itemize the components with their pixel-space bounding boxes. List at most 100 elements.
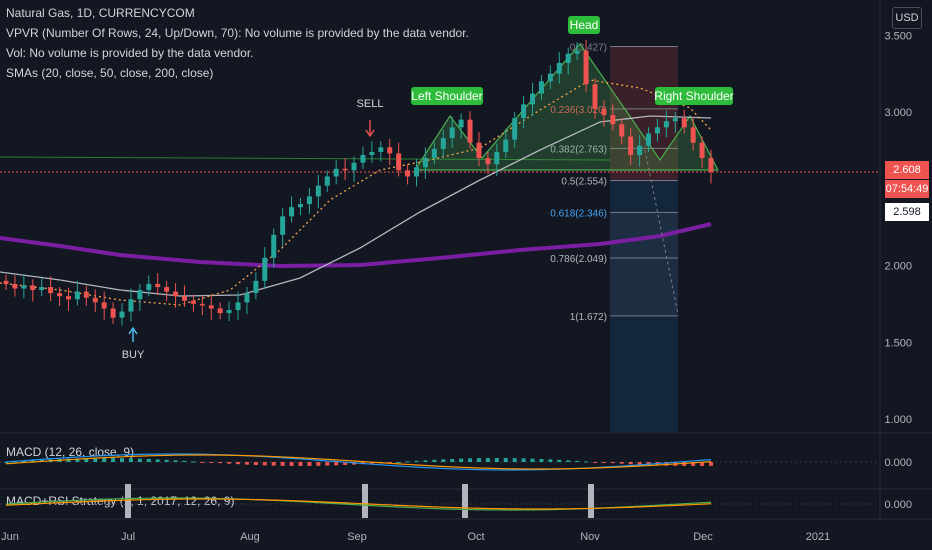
fib-label: 1(1.672) xyxy=(570,312,607,323)
candle-body xyxy=(485,158,491,165)
y-tick-label: 2.000 xyxy=(884,261,912,273)
candle-body xyxy=(699,142,705,159)
macd-histogram-bar xyxy=(700,462,705,466)
macd-histogram-bar xyxy=(530,458,535,462)
candle-body xyxy=(601,108,607,116)
candle-body xyxy=(324,176,330,186)
candle-body xyxy=(708,158,714,172)
macd-histogram-bar xyxy=(369,462,374,464)
candle-body xyxy=(494,151,500,165)
macd-histogram-bar xyxy=(307,462,312,466)
candle-body xyxy=(12,283,18,289)
candle-body xyxy=(637,145,643,155)
macd-histogram-bar xyxy=(164,459,169,462)
macd-histogram-bar xyxy=(619,462,624,464)
candle-body xyxy=(226,310,232,314)
candle-body xyxy=(199,303,205,306)
macd-histogram-bar xyxy=(253,462,258,466)
macd-histogram-bar xyxy=(325,462,330,466)
volume-legend[interactable]: Vol: No volume is provided by the data v… xyxy=(6,46,254,60)
x-tick-label: Nov xyxy=(580,531,600,543)
macd-histogram-bar xyxy=(601,462,606,463)
sma-legend[interactable]: SMAs (20, close, 50, close, 200, close) xyxy=(6,66,214,80)
macd-histogram-bar xyxy=(512,458,517,462)
candle-body xyxy=(30,285,36,291)
candle-body xyxy=(503,139,509,152)
macd-histogram-bar xyxy=(691,462,696,466)
candle-body xyxy=(681,118,687,128)
left-shoulder-label-box xyxy=(411,87,483,105)
macd-histogram-bar xyxy=(557,459,562,462)
candle-body xyxy=(297,204,303,208)
candle-body xyxy=(119,311,125,318)
x-tick-label: Aug xyxy=(240,531,260,543)
candle-body xyxy=(280,216,286,235)
projection-line xyxy=(644,149,679,315)
macd-histogram-bar xyxy=(173,460,178,462)
currency-button[interactable]: USD xyxy=(892,7,922,29)
candle-body xyxy=(414,167,420,177)
fib-zone-mid xyxy=(610,212,678,316)
macd-histogram-bar xyxy=(459,458,464,462)
macd-histogram-bar xyxy=(405,461,410,463)
candle-body xyxy=(164,286,170,292)
symbol-legend[interactable]: Natural Gas, 1D, CURRENCYCOM xyxy=(6,6,195,20)
macd-histogram-bar xyxy=(280,462,285,466)
macd-histogram-bar xyxy=(584,461,589,463)
macd-histogram-bar xyxy=(476,458,481,462)
macd-histogram-bar xyxy=(628,462,633,465)
x-tick-label: Jul xyxy=(121,531,135,543)
sell-arrow xyxy=(365,120,375,138)
candle-body xyxy=(422,158,428,168)
macd-histogram-bar xyxy=(298,462,303,466)
candle-body xyxy=(39,286,45,291)
y-tick-label: 3.000 xyxy=(884,107,912,119)
fib-label: 0.382(2.763) xyxy=(550,144,607,155)
candle-body xyxy=(458,119,464,128)
macd-histogram-bar xyxy=(610,462,615,464)
macd-histogram-bar xyxy=(441,459,446,462)
strategy-signal-bar xyxy=(588,484,594,518)
macd-histogram-bar xyxy=(236,462,241,465)
candle-body xyxy=(646,133,652,146)
fib-label: 0(3.427) xyxy=(570,42,607,53)
candle-body xyxy=(530,93,536,105)
macd-histogram-bar xyxy=(396,461,401,463)
candle-body xyxy=(431,148,437,159)
candle-body xyxy=(181,296,187,301)
x-tick-label: Oct xyxy=(467,531,484,543)
macd-histogram-bar xyxy=(271,462,276,466)
candle-body xyxy=(619,124,625,137)
macd-histogram-bar xyxy=(548,459,553,462)
strategy-signal-bar xyxy=(125,484,131,518)
candle-body xyxy=(271,234,277,258)
macd-histogram-bar xyxy=(182,460,187,462)
candle-body xyxy=(155,283,161,287)
right-shoulder-label: Right Shoulder xyxy=(654,89,733,103)
macd-histogram-bar xyxy=(494,458,499,462)
candle-body xyxy=(244,293,250,303)
y-tick-label: 3.500 xyxy=(884,30,912,42)
candle-body xyxy=(101,302,107,309)
head-label: Head xyxy=(570,18,599,32)
macd-histogram-bar xyxy=(414,460,419,462)
macd-histogram-bar xyxy=(539,458,544,462)
vpvr-legend[interactable]: VPVR (Number Of Rows, 24, Up/Down, 70): … xyxy=(6,26,469,40)
x-tick-label: Jun xyxy=(1,531,19,543)
macd-histogram-bar xyxy=(468,458,473,462)
macd-histogram-bar xyxy=(664,462,669,466)
candle-body xyxy=(342,168,348,171)
buy-arrow xyxy=(128,326,138,342)
strategy-line-b xyxy=(5,498,712,510)
candle-body xyxy=(21,285,27,289)
macd-histogram-bar xyxy=(102,458,107,462)
candle-body xyxy=(547,73,553,82)
candle-body xyxy=(378,147,384,152)
candle-body xyxy=(146,283,152,291)
candle-body xyxy=(574,50,580,54)
macd-histogram-bar xyxy=(200,462,205,463)
sell-label: SELL xyxy=(357,98,384,110)
candle-body xyxy=(396,153,402,171)
candle-body xyxy=(405,170,411,177)
